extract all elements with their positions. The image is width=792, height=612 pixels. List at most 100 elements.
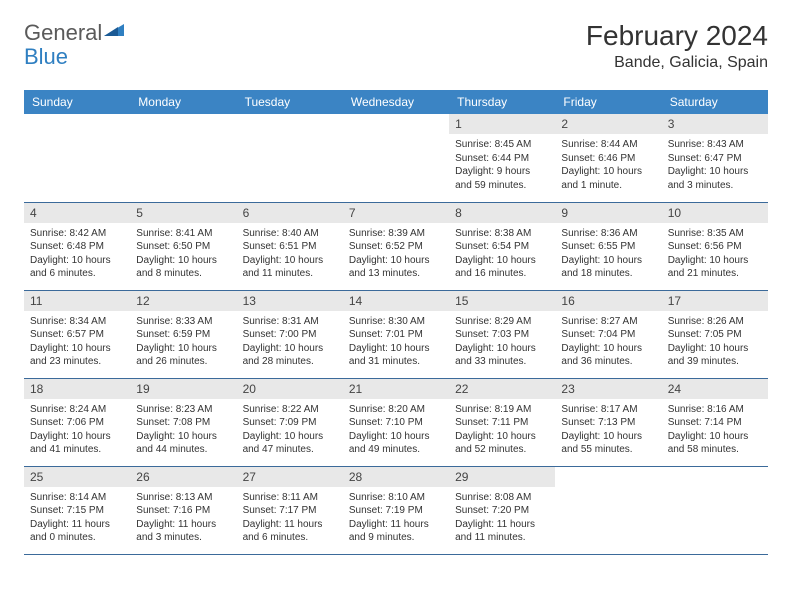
info-line: Sunrise: 8:13 AM: [136, 491, 230, 505]
info-line: Sunset: 7:17 PM: [243, 504, 337, 518]
info-line: Sunrise: 8:19 AM: [455, 403, 549, 417]
info-line: and 6 minutes.: [243, 531, 337, 545]
info-line: Sunset: 7:06 PM: [30, 416, 124, 430]
info-line: Sunrise: 8:10 AM: [349, 491, 443, 505]
info-line: and 44 minutes.: [136, 443, 230, 457]
info-line: Sunrise: 8:31 AM: [243, 315, 337, 329]
day-number: 6: [237, 203, 343, 223]
info-line: and 41 minutes.: [30, 443, 124, 457]
info-line: Sunset: 7:00 PM: [243, 328, 337, 342]
info-line: and 11 minutes.: [455, 531, 549, 545]
info-line: and 55 minutes.: [561, 443, 655, 457]
calendar-row: 18Sunrise: 8:24 AMSunset: 7:06 PMDayligh…: [24, 378, 768, 466]
info-line: and 6 minutes.: [30, 267, 124, 281]
calendar-cell: 28Sunrise: 8:10 AMSunset: 7:19 PMDayligh…: [343, 466, 449, 554]
info-line: Sunset: 7:19 PM: [349, 504, 443, 518]
calendar-cell: 14Sunrise: 8:30 AMSunset: 7:01 PMDayligh…: [343, 290, 449, 378]
info-line: Sunset: 7:01 PM: [349, 328, 443, 342]
calendar-cell: 6Sunrise: 8:40 AMSunset: 6:51 PMDaylight…: [237, 202, 343, 290]
calendar-cell: 9Sunrise: 8:36 AMSunset: 6:55 PMDaylight…: [555, 202, 661, 290]
calendar-cell: 26Sunrise: 8:13 AMSunset: 7:16 PMDayligh…: [130, 466, 236, 554]
info-line: Daylight: 10 hours: [30, 254, 124, 268]
calendar-cell: 1Sunrise: 8:45 AMSunset: 6:44 PMDaylight…: [449, 114, 555, 202]
day-number: 15: [449, 291, 555, 311]
cell-info: Sunrise: 8:19 AMSunset: 7:11 PMDaylight:…: [449, 399, 555, 463]
info-line: Daylight: 9 hours: [455, 165, 549, 179]
calendar-cell: [555, 466, 661, 554]
cell-info: Sunrise: 8:44 AMSunset: 6:46 PMDaylight:…: [555, 134, 661, 198]
info-line: Sunrise: 8:38 AM: [455, 227, 549, 241]
info-line: Sunrise: 8:40 AM: [243, 227, 337, 241]
cell-info: Sunrise: 8:36 AMSunset: 6:55 PMDaylight:…: [555, 223, 661, 287]
info-line: and 36 minutes.: [561, 355, 655, 369]
info-line: and 9 minutes.: [349, 531, 443, 545]
info-line: Daylight: 10 hours: [668, 254, 762, 268]
calendar-cell: 22Sunrise: 8:19 AMSunset: 7:11 PMDayligh…: [449, 378, 555, 466]
info-line: Sunrise: 8:36 AM: [561, 227, 655, 241]
info-line: Daylight: 10 hours: [668, 430, 762, 444]
col-saturday: Saturday: [662, 90, 768, 114]
info-line: Daylight: 10 hours: [561, 342, 655, 356]
day-number: 20: [237, 379, 343, 399]
calendar-cell: [662, 466, 768, 554]
logo-text-2: Blue: [24, 44, 68, 69]
info-line: and 23 minutes.: [30, 355, 124, 369]
cell-info: Sunrise: 8:40 AMSunset: 6:51 PMDaylight:…: [237, 223, 343, 287]
cell-info: Sunrise: 8:26 AMSunset: 7:05 PMDaylight:…: [662, 311, 768, 375]
info-line: Sunset: 6:51 PM: [243, 240, 337, 254]
info-line: and 21 minutes.: [668, 267, 762, 281]
info-line: Daylight: 10 hours: [561, 430, 655, 444]
info-line: and 0 minutes.: [30, 531, 124, 545]
day-number: 10: [662, 203, 768, 223]
cell-info: Sunrise: 8:27 AMSunset: 7:04 PMDaylight:…: [555, 311, 661, 375]
info-line: Daylight: 10 hours: [136, 254, 230, 268]
day-number: 11: [24, 291, 130, 311]
info-line: Daylight: 10 hours: [561, 254, 655, 268]
info-line: and 47 minutes.: [243, 443, 337, 457]
info-line: Sunrise: 8:20 AM: [349, 403, 443, 417]
info-line: and 31 minutes.: [349, 355, 443, 369]
calendar-cell: 18Sunrise: 8:24 AMSunset: 7:06 PMDayligh…: [24, 378, 130, 466]
cell-info: Sunrise: 8:45 AMSunset: 6:44 PMDaylight:…: [449, 134, 555, 198]
calendar-cell: 24Sunrise: 8:16 AMSunset: 7:14 PMDayligh…: [662, 378, 768, 466]
info-line: Sunset: 7:08 PM: [136, 416, 230, 430]
day-number: 26: [130, 467, 236, 487]
info-line: and 49 minutes.: [349, 443, 443, 457]
calendar-row: 1Sunrise: 8:45 AMSunset: 6:44 PMDaylight…: [24, 114, 768, 202]
calendar-cell: 3Sunrise: 8:43 AMSunset: 6:47 PMDaylight…: [662, 114, 768, 202]
info-line: Sunset: 7:09 PM: [243, 416, 337, 430]
info-line: Sunset: 6:47 PM: [668, 152, 762, 166]
info-line: Sunset: 6:48 PM: [30, 240, 124, 254]
info-line: Daylight: 11 hours: [349, 518, 443, 532]
cell-info: Sunrise: 8:22 AMSunset: 7:09 PMDaylight:…: [237, 399, 343, 463]
info-line: Daylight: 10 hours: [30, 430, 124, 444]
info-line: Sunset: 6:55 PM: [561, 240, 655, 254]
info-line: Daylight: 11 hours: [136, 518, 230, 532]
day-number: 16: [555, 291, 661, 311]
col-friday: Friday: [555, 90, 661, 114]
cell-info: Sunrise: 8:23 AMSunset: 7:08 PMDaylight:…: [130, 399, 236, 463]
day-number: 3: [662, 114, 768, 134]
info-line: and 39 minutes.: [668, 355, 762, 369]
logo: General: [24, 20, 128, 46]
info-line: Sunrise: 8:16 AM: [668, 403, 762, 417]
day-number: 18: [24, 379, 130, 399]
info-line: Sunrise: 8:23 AM: [136, 403, 230, 417]
day-number: 14: [343, 291, 449, 311]
cell-info: Sunrise: 8:30 AMSunset: 7:01 PMDaylight:…: [343, 311, 449, 375]
cell-info: Sunrise: 8:43 AMSunset: 6:47 PMDaylight:…: [662, 134, 768, 198]
info-line: Sunrise: 8:33 AM: [136, 315, 230, 329]
calendar-cell: 2Sunrise: 8:44 AMSunset: 6:46 PMDaylight…: [555, 114, 661, 202]
calendar-cell: 12Sunrise: 8:33 AMSunset: 6:59 PMDayligh…: [130, 290, 236, 378]
calendar-cell: 5Sunrise: 8:41 AMSunset: 6:50 PMDaylight…: [130, 202, 236, 290]
calendar-body: 1Sunrise: 8:45 AMSunset: 6:44 PMDaylight…: [24, 114, 768, 554]
info-line: Sunrise: 8:08 AM: [455, 491, 549, 505]
calendar-cell: 23Sunrise: 8:17 AMSunset: 7:13 PMDayligh…: [555, 378, 661, 466]
calendar-cell: [237, 114, 343, 202]
info-line: Sunset: 7:11 PM: [455, 416, 549, 430]
day-number: 13: [237, 291, 343, 311]
day-number: 24: [662, 379, 768, 399]
info-line: Sunrise: 8:45 AM: [455, 138, 549, 152]
info-line: Daylight: 10 hours: [561, 165, 655, 179]
day-number: 22: [449, 379, 555, 399]
